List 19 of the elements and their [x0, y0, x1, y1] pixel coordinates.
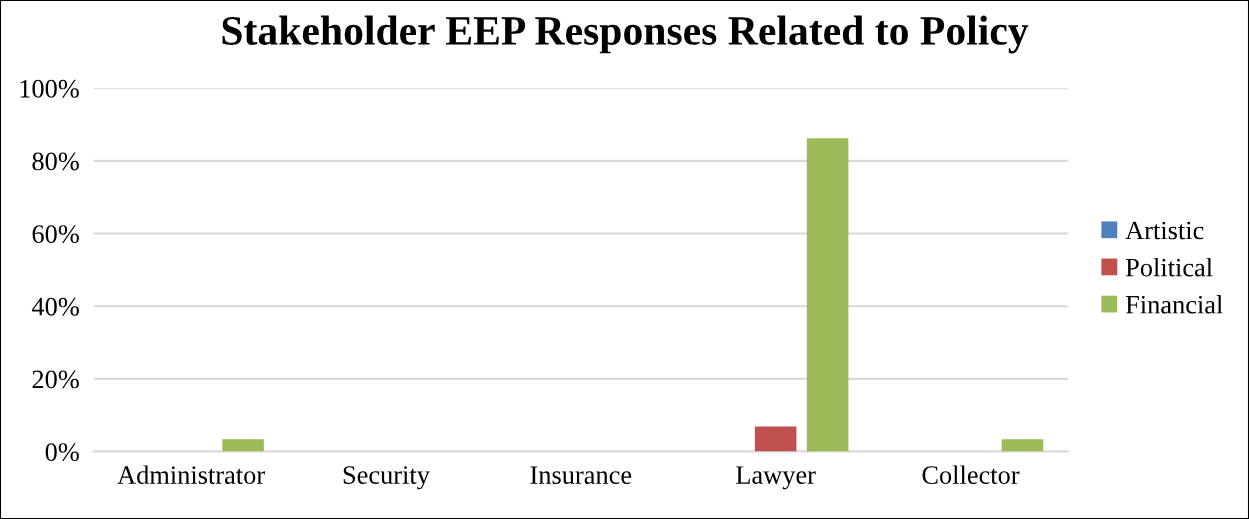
y-tick-label: 40% [31, 297, 79, 316]
chart-title: Stakeholder EEP Responses Related to Policy [222, 15, 1029, 54]
legend-label: Artistic [1125, 221, 1204, 240]
bar [806, 138, 849, 452]
y-tick-label: 80% [32, 152, 79, 171]
legend-label: Political [1125, 257, 1213, 277]
y-tick-label: 20% [32, 370, 79, 389]
y-tick-label: 100% [20, 79, 79, 98]
x-tick-label: Collector [922, 465, 1020, 484]
y-tick-label: 60% [32, 225, 79, 244]
bar [222, 439, 264, 452]
bar [1001, 439, 1044, 452]
x-tick-label: Insurance [530, 466, 632, 484]
y-tick-label: 0% [45, 443, 79, 462]
x-tick-label: Lawyer [736, 466, 816, 490]
x-tick-label: Administrator [117, 465, 265, 484]
bar [754, 426, 797, 452]
legend-label: Financial [1125, 295, 1223, 314]
x-tick-label: Security [343, 466, 430, 490]
